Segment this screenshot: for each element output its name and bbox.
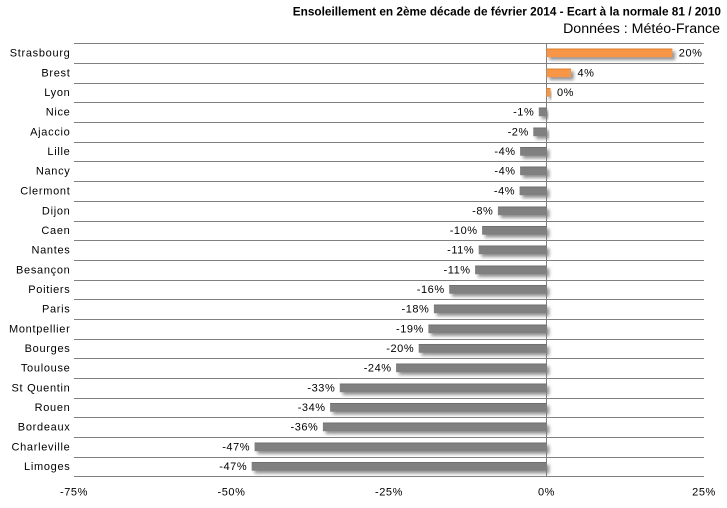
svg-text:Données : Météo-France: Données : Météo-France	[563, 21, 720, 37]
svg-text:St Quentin: St Quentin	[12, 383, 71, 395]
svg-text:Bordeaux: Bordeaux	[18, 422, 71, 434]
svg-text:Caen: Caen	[41, 225, 70, 237]
svg-text:Toulouse: Toulouse	[21, 363, 71, 375]
svg-text:Nice: Nice	[46, 107, 71, 119]
svg-text:-75%: -75%	[60, 487, 88, 499]
svg-text:-11%: -11%	[447, 245, 474, 257]
svg-text:Lille: Lille	[47, 146, 70, 158]
svg-text:-19%: -19%	[396, 324, 424, 336]
svg-text:4%: 4%	[578, 68, 595, 80]
svg-text:25%: 25%	[692, 487, 716, 499]
svg-text:Paris: Paris	[42, 304, 71, 316]
svg-text:Nantes: Nantes	[31, 245, 70, 257]
svg-text:-11%: -11%	[444, 265, 471, 277]
svg-text:Limoges: Limoges	[24, 461, 70, 473]
svg-text:-33%: -33%	[307, 383, 335, 395]
svg-text:-4%: -4%	[494, 186, 515, 198]
svg-text:0%: 0%	[538, 487, 555, 499]
svg-text:-18%: -18%	[402, 304, 430, 316]
svg-text:Bourges: Bourges	[25, 343, 71, 355]
svg-text:Ajaccio: Ajaccio	[30, 127, 70, 139]
svg-text:-4%: -4%	[494, 166, 515, 178]
svg-text:-25%: -25%	[375, 487, 403, 499]
svg-text:-36%: -36%	[291, 422, 319, 434]
svg-text:Dijon: Dijon	[42, 206, 71, 218]
svg-text:-47%: -47%	[219, 461, 247, 473]
svg-text:Poitiers: Poitiers	[28, 284, 70, 296]
svg-text:-50%: -50%	[218, 487, 246, 499]
svg-text:-1%: -1%	[513, 107, 534, 119]
svg-text:-16%: -16%	[417, 284, 445, 296]
svg-text:Charleville: Charleville	[11, 442, 70, 454]
svg-text:Rouen: Rouen	[35, 402, 71, 414]
svg-text:-24%: -24%	[364, 363, 392, 375]
svg-text:Besançon: Besançon	[16, 265, 71, 277]
svg-text:Nancy: Nancy	[36, 166, 71, 178]
svg-text:Strasbourg: Strasbourg	[10, 48, 71, 60]
svg-text:Clermont: Clermont	[20, 186, 70, 198]
svg-text:-20%: -20%	[386, 343, 414, 355]
svg-text:Ensoleillement en 2ème décade: Ensoleillement en 2ème décade de février…	[293, 5, 722, 19]
svg-text:Brest: Brest	[41, 68, 70, 80]
svg-text:Montpellier: Montpellier	[9, 324, 71, 336]
svg-text:0%: 0%	[557, 87, 574, 99]
svg-text:-10%: -10%	[450, 225, 478, 237]
svg-text:-34%: -34%	[298, 402, 326, 414]
svg-text:-2%: -2%	[508, 127, 529, 139]
svg-text:20%: 20%	[679, 48, 703, 60]
svg-text:Lyon: Lyon	[44, 87, 70, 99]
svg-text:-4%: -4%	[494, 146, 515, 158]
svg-text:-47%: -47%	[222, 442, 250, 454]
svg-text:-8%: -8%	[472, 206, 493, 218]
